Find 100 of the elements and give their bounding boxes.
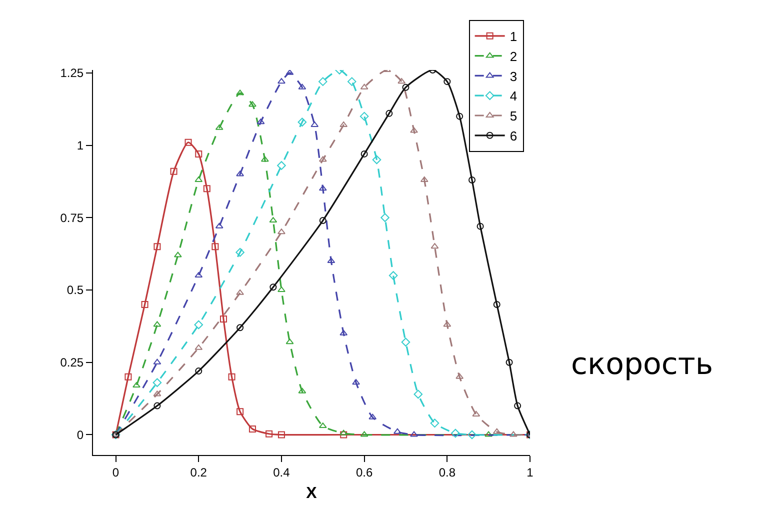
- x-tick-label: 0.2: [190, 465, 208, 480]
- point: [154, 243, 161, 250]
- point: [174, 252, 182, 258]
- legend-label: 2: [510, 48, 518, 64]
- point: [401, 338, 410, 347]
- point: [456, 373, 464, 379]
- y-tick-label: 1: [76, 138, 84, 152]
- point: [347, 77, 356, 86]
- y-tick-label: 0.5: [66, 283, 84, 298]
- point: [451, 428, 460, 438]
- point: [278, 228, 286, 234]
- point: [318, 77, 328, 86]
- point: [340, 430, 348, 436]
- point: [484, 431, 493, 437]
- point: [444, 78, 451, 86]
- point: [215, 124, 224, 130]
- point: [203, 185, 210, 192]
- point: [270, 284, 277, 291]
- point: [236, 248, 244, 257]
- point: [472, 410, 480, 416]
- y-tick-label: 1.25: [60, 66, 84, 80]
- point: [402, 84, 410, 91]
- point: [170, 168, 178, 175]
- point: [410, 127, 418, 133]
- point: [236, 170, 244, 176]
- point: [386, 110, 393, 117]
- legend-label: 6: [510, 128, 518, 144]
- point: [260, 156, 269, 162]
- point: [393, 428, 402, 434]
- x-axis-title: X: [306, 485, 318, 502]
- text: скорость: [571, 347, 714, 382]
- point: [430, 243, 439, 249]
- point: [220, 315, 227, 322]
- point: [372, 155, 382, 164]
- point: [153, 358, 162, 364]
- legend-label: 4: [510, 88, 518, 104]
- point: [506, 358, 513, 366]
- point: [266, 430, 273, 438]
- point: [352, 379, 360, 385]
- point: [278, 431, 285, 438]
- point: [443, 321, 452, 327]
- point: [278, 78, 286, 84]
- point: [194, 320, 204, 330]
- point: [468, 430, 476, 440]
- point: [492, 428, 501, 434]
- point: [514, 402, 522, 410]
- point: [468, 176, 476, 184]
- point: [256, 118, 265, 124]
- point: [236, 289, 244, 295]
- point: [327, 258, 336, 264]
- y-tick-label: 0: [76, 428, 84, 442]
- point: [269, 217, 278, 223]
- point: [286, 338, 294, 344]
- point: [476, 222, 484, 230]
- point: [248, 425, 256, 432]
- point: [340, 431, 348, 438]
- point: [298, 388, 306, 394]
- point: [388, 271, 398, 280]
- point: [430, 418, 440, 428]
- x-tick-label: 0: [112, 465, 120, 480]
- point: [212, 243, 219, 250]
- point: [414, 390, 423, 399]
- point: [360, 112, 369, 121]
- point: [236, 324, 244, 332]
- point: [153, 321, 162, 327]
- x-tick-label: 0.4: [273, 465, 290, 480]
- point: [318, 156, 327, 162]
- point: [398, 78, 406, 84]
- y-tick-label: 0.75: [60, 210, 84, 225]
- point: [195, 150, 202, 158]
- point: [184, 138, 192, 146]
- point: [152, 378, 162, 388]
- point: [456, 112, 464, 120]
- point: [298, 118, 307, 127]
- point: [340, 330, 348, 336]
- x-tick-label: 1: [526, 465, 534, 480]
- point: [132, 382, 140, 388]
- point: [298, 84, 306, 90]
- point: [236, 90, 244, 96]
- point: [368, 414, 377, 420]
- point: [141, 300, 148, 308]
- point: [236, 408, 244, 416]
- point: [215, 222, 224, 228]
- point: [194, 272, 203, 278]
- point: [319, 217, 326, 224]
- point: [360, 150, 368, 158]
- point: [318, 185, 327, 191]
- point: [154, 402, 161, 410]
- x-tick-label: 0.6: [356, 465, 373, 480]
- point: [124, 373, 132, 380]
- x-tick-label: 0.8: [438, 465, 456, 480]
- legend-label: 5: [510, 108, 518, 124]
- point: [194, 344, 203, 350]
- point: [360, 431, 368, 437]
- y-tick-label: 0.25: [60, 356, 84, 370]
- legend-label: 3: [510, 68, 518, 84]
- point: [277, 161, 286, 170]
- point: [493, 300, 500, 308]
- point: [195, 368, 202, 375]
- point: [228, 373, 236, 380]
